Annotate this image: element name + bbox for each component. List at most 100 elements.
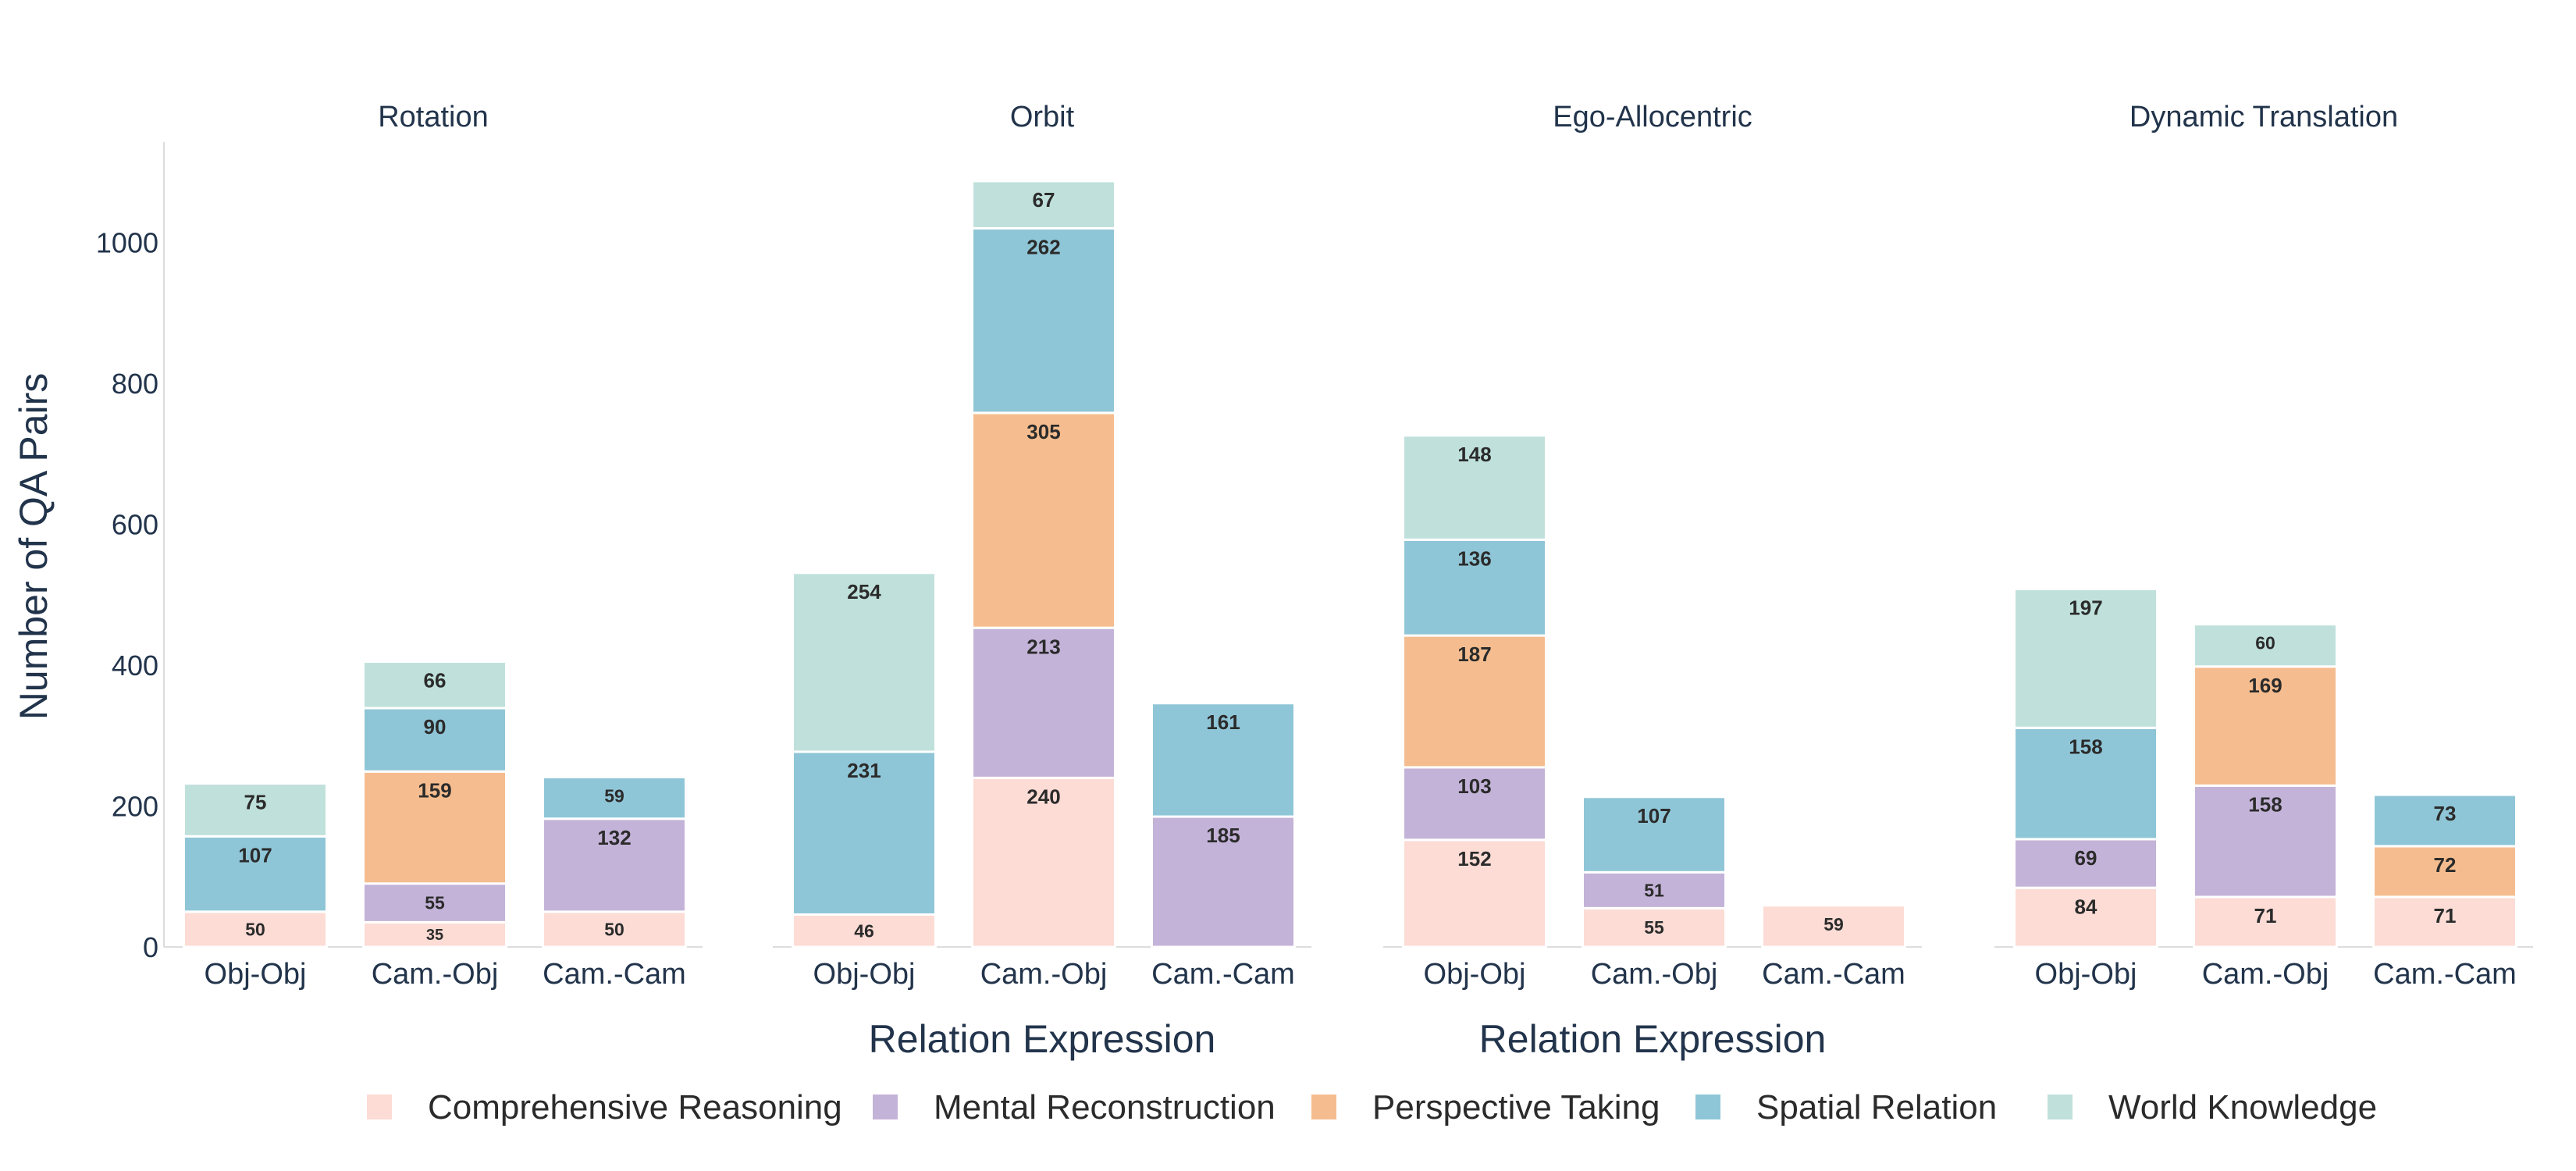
data-label: 35 (426, 927, 443, 944)
data-label: 66 (424, 669, 447, 692)
x-tick-label: Obj-Obj (2035, 958, 2137, 991)
data-label: 59 (1823, 914, 1844, 934)
bar-segment-world-knowledge (362, 660, 507, 710)
bar-segment-comprehensive-reasoning (1582, 906, 1727, 949)
x-tick-label: Cam.-Obj (2202, 958, 2329, 991)
data-label: 55 (425, 893, 445, 913)
panel-title: Rotation (378, 101, 489, 133)
bar-segment-world-knowledge (2193, 623, 2338, 668)
y-axis-title: Number of QA Pairs (12, 373, 55, 721)
bar-segment-world-knowledge (183, 782, 328, 838)
x-tick-label: Obj-Obj (813, 958, 916, 991)
data-label: 132 (597, 826, 631, 849)
legend-label: Spatial Relation (1756, 1088, 1997, 1127)
data-label: 71 (2254, 904, 2277, 927)
data-label: 55 (1644, 917, 1664, 938)
chart-panels: Rotation 50 107 75 Obj-Obj 35 55 159 90 66 Cam.-Ob… (164, 101, 2533, 1061)
bar-segment-perspective-taking (971, 411, 1116, 629)
data-label: 161 (1206, 710, 1240, 734)
legend: Comprehensive Reasoning Mental Reconstruc… (367, 1088, 2377, 1127)
data-label: 67 (1033, 188, 1055, 212)
legend-label: Perspective Taking (1372, 1088, 1660, 1127)
data-label: 107 (1637, 804, 1670, 828)
data-label: 69 (2075, 846, 2097, 870)
bar-segment-world-knowledge (1402, 434, 1547, 541)
y-tick-label: 800 (112, 368, 158, 400)
bar-segment-mental-reconstruction (1151, 815, 1296, 949)
data-label: 50 (245, 919, 265, 939)
bar-segment-comprehensive-reasoning (183, 910, 328, 949)
data-label: 73 (2434, 802, 2457, 825)
bar-segment-perspective-taking (2372, 845, 2517, 899)
bar-segment-spatial-relation (362, 707, 507, 773)
panel-ego-allocentric: Ego-Allocentric 152 103 187 136 148 Obj-Obj 55 5… (1383, 101, 1922, 1061)
x-axis-title: Relation Expression (869, 1017, 1216, 1061)
legend-item-mental-reconstruction: Mental Reconstruction (873, 1088, 1276, 1127)
bar-segment-perspective-taking (362, 770, 507, 885)
panel-orbit: Orbit 46 231 254 Obj-Obj 240 213 305 262 67 Cam.-O… (773, 101, 1311, 1061)
data-label: 240 (1026, 785, 1060, 809)
bar-segment-spatial-relation (1151, 702, 1296, 818)
bar-segment-comprehensive-reasoning (362, 920, 507, 949)
x-tick-label: Obj-Obj (205, 958, 307, 991)
bar-segment-world-knowledge (971, 180, 1116, 230)
legend-swatch (873, 1094, 898, 1119)
bar-segment-spatial-relation (183, 835, 328, 913)
bar-segment-spatial-relation (971, 226, 1116, 415)
bar-segment-comprehensive-reasoning (2013, 886, 2158, 949)
bar-segment-comprehensive-reasoning (542, 910, 687, 949)
panel-title: Dynamic Translation (2129, 101, 2398, 133)
x-tick-label: Cam.-Obj (1591, 958, 1718, 991)
legend-swatch (1695, 1094, 1720, 1119)
data-label: 72 (2434, 853, 2457, 877)
x-tick-label: Cam.-Obj (980, 958, 1108, 991)
legend-label: World Knowledge (2108, 1088, 2377, 1127)
data-label: 148 (1457, 443, 1491, 466)
x-tick-label: Cam.-Cam (1762, 958, 1905, 991)
x-tick-label: Cam.-Cam (1151, 958, 1295, 991)
data-label: 59 (604, 786, 624, 806)
bar-segment-mental-reconstruction (2193, 784, 2338, 899)
data-label: 254 (847, 580, 881, 603)
bar-segment-spatial-relation (1582, 795, 1727, 874)
data-label: 213 (1026, 635, 1060, 658)
bar-segment-comprehensive-reasoning (2193, 895, 2338, 949)
data-label: 185 (1206, 824, 1240, 847)
bar-segment-spatial-relation (2372, 793, 2517, 848)
data-label: 75 (244, 791, 267, 814)
legend-swatch (367, 1094, 392, 1119)
data-label: 262 (1026, 236, 1060, 259)
x-tick-label: Cam.-Cam (2373, 958, 2517, 991)
data-label: 158 (2069, 735, 2102, 758)
panel-title: Ego-Allocentric (1553, 101, 1752, 133)
bar-segment-mental-reconstruction (542, 817, 687, 913)
x-axis-title: Relation Expression (1479, 1017, 1827, 1061)
bar-segment-world-knowledge (2013, 588, 2158, 729)
data-label: 158 (2248, 792, 2282, 816)
panel-dynamic-translation: Dynamic Translation 84 69 158 197 Obj-Obj 71 15… (1994, 101, 2533, 991)
bar-segment-spatial-relation (792, 750, 937, 916)
legend-item-perspective-taking: Perspective Taking (1311, 1088, 1660, 1127)
legend-label: Comprehensive Reasoning (428, 1088, 842, 1127)
data-label: 84 (2075, 895, 2097, 918)
bar-segment-mental-reconstruction (971, 626, 1116, 779)
legend-item-world-knowledge: World Knowledge (2048, 1088, 2377, 1127)
y-axis: 0 200 400 600 800 1000 Number of QA Pairs (12, 142, 165, 963)
data-label: 187 (1457, 642, 1491, 666)
data-label: 169 (2248, 674, 2282, 697)
bar-segment-mental-reconstruction (362, 882, 507, 924)
y-tick-label: 1000 (96, 227, 158, 259)
data-label: 107 (238, 843, 272, 867)
y-tick-label: 200 (112, 791, 158, 823)
data-label: 71 (2434, 904, 2457, 927)
data-label: 231 (847, 759, 881, 782)
legend-item-spatial-relation: Spatial Relation (1695, 1088, 1997, 1127)
y-tick-label: 600 (112, 509, 158, 541)
legend-item-comprehensive-reasoning: Comprehensive Reasoning (367, 1088, 842, 1127)
x-tick-label: Cam.-Cam (543, 958, 686, 991)
data-label: 159 (418, 778, 451, 802)
y-tick-label: 0 (143, 931, 158, 963)
data-label: 46 (854, 920, 874, 941)
data-label: 152 (1457, 847, 1491, 870)
